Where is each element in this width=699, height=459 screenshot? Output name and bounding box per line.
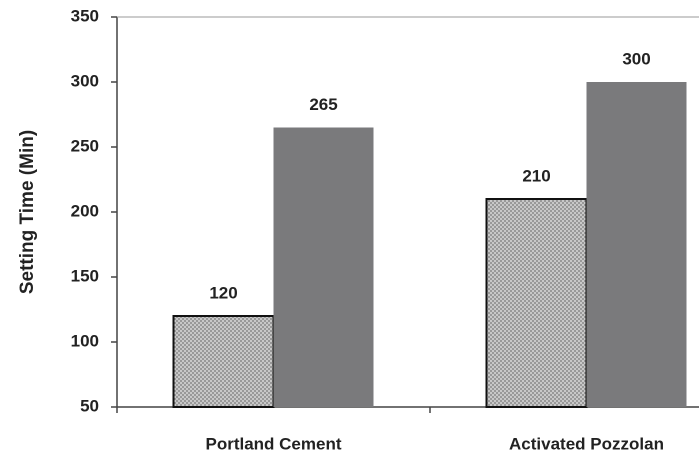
value-label: 120 <box>209 283 237 302</box>
y-tick-label: 50 <box>80 396 99 415</box>
bar <box>586 82 687 407</box>
y-tick-label: 350 <box>71 6 99 25</box>
bar <box>485 198 588 408</box>
value-label: 300 <box>622 49 650 68</box>
bar <box>273 127 374 407</box>
value-label: 210 <box>522 166 550 185</box>
y-tick-label: 150 <box>71 266 99 285</box>
y-tick-label: 300 <box>71 71 99 90</box>
x-tick-label: Activated Pozzolan <box>509 434 664 453</box>
x-tick-label: Portland Cement <box>205 434 341 453</box>
y-tick-label: 100 <box>71 331 99 350</box>
y-tick-label: 200 <box>71 201 99 220</box>
y-tick-label: 250 <box>71 136 99 155</box>
y-axis-label: Setting Time (Min) <box>17 130 38 294</box>
value-label: 265 <box>309 95 337 114</box>
bar <box>172 315 275 408</box>
